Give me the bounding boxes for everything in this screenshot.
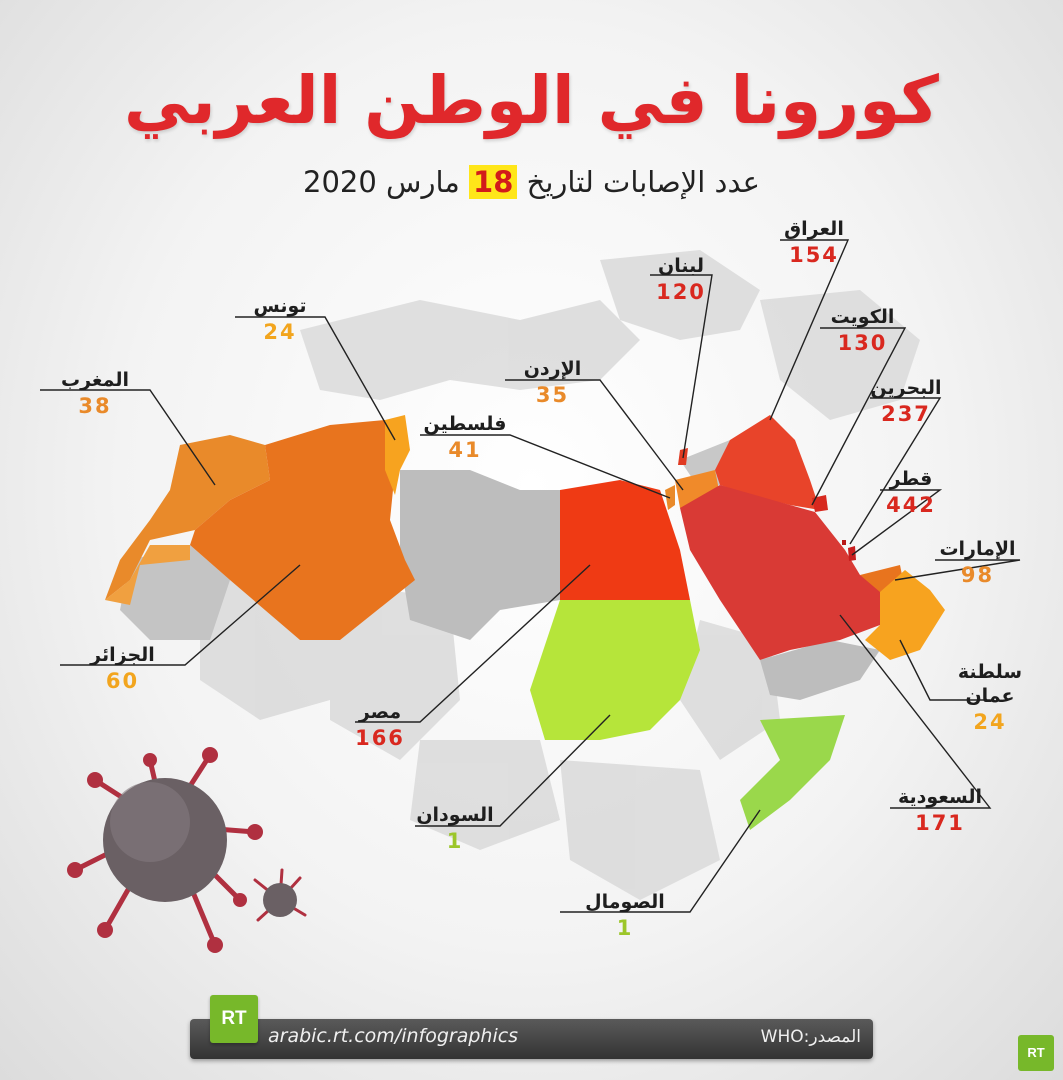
libya-shape: [400, 470, 560, 640]
country-name: السودان: [416, 804, 494, 826]
case-count: 166: [355, 726, 405, 750]
label-saudi: السعودية 171: [890, 785, 990, 837]
case-count: 1: [616, 916, 634, 940]
label-jordan: الإردن 35: [505, 357, 600, 409]
virus-icon: [67, 747, 263, 953]
country-name: الصومال: [585, 891, 665, 913]
case-count: 1: [446, 829, 464, 853]
footer-url[interactable]: arabic.rt.com/infographics: [268, 1025, 519, 1047]
subtitle-prefix: عدد الإصابات لتاريخ: [526, 165, 760, 199]
country-name: السعودية: [897, 786, 983, 808]
somalia-shape: [740, 715, 845, 830]
label-palestine: فلسطين 41: [420, 412, 510, 464]
label-uae: الإمارات 98: [935, 537, 1020, 589]
country-name: مصر: [358, 701, 402, 723]
country-name: الجزائر: [90, 644, 155, 666]
rt-corner-logo-icon: RT: [1018, 1035, 1054, 1071]
case-count: 24: [973, 710, 1007, 734]
saudi-shape: [680, 485, 890, 660]
label-qatar: قطر 442: [880, 467, 942, 519]
case-count: 38: [78, 394, 112, 418]
morocco-shape: [105, 435, 270, 600]
case-count: 98: [960, 563, 995, 587]
rt-logo-icon: RT: [210, 995, 258, 1043]
country-name: تونس: [253, 295, 307, 317]
egypt-shape: [560, 480, 690, 600]
country-name: المغرب: [60, 369, 130, 391]
yemen-shape: [760, 640, 880, 700]
country-name: البحرين: [870, 377, 942, 399]
country-name: سلطنة عمان: [957, 661, 1023, 707]
western-sahara-shape: [105, 545, 190, 605]
footer-bar: arabic.rt.com/infographics المصدر:WHO: [190, 1019, 873, 1059]
label-oman: سلطنة عمان 24: [945, 660, 1035, 736]
subtitle: عدد الإصابات لتاريخ 18 مارس 2020: [0, 165, 1063, 199]
case-count: 130: [837, 331, 888, 355]
country-name: قطر: [889, 468, 933, 490]
footer-source: المصدر:WHO: [760, 1027, 861, 1047]
algeria-shape: [190, 420, 415, 640]
label-bahrain: البحرين 237: [870, 376, 942, 428]
oman-shape: [865, 570, 945, 660]
date-day-highlight: 18: [469, 165, 518, 199]
label-morocco: المغرب 38: [40, 368, 150, 420]
subtitle-suffix: مارس 2020: [303, 165, 460, 199]
virus-small-icon: [253, 868, 307, 922]
country-name: لبنان: [658, 255, 704, 277]
background-land: [200, 250, 920, 900]
label-algeria: الجزائر 60: [60, 643, 185, 695]
case-count: 237: [881, 402, 931, 426]
label-egypt: مصر 166: [345, 700, 415, 752]
case-count: 35: [535, 383, 570, 407]
label-kuwait: الكويت 130: [820, 305, 905, 357]
label-iraq: العراق 154: [780, 217, 848, 269]
case-count: 60: [105, 669, 140, 693]
label-somalia: الصومال 1: [560, 890, 690, 942]
kuwait-shape: [812, 495, 828, 512]
tunisia-shape: [385, 415, 410, 495]
case-count: 442: [886, 493, 936, 517]
country-name: فلسطين: [423, 413, 507, 435]
country-name: الكويت: [830, 306, 895, 328]
country-name: الإردن: [523, 358, 582, 380]
case-count: 24: [263, 320, 297, 344]
country-name: العراق: [784, 218, 844, 240]
bahrain-shape: [842, 540, 846, 545]
label-lebanon: لبنان 120: [650, 254, 712, 306]
case-count: 41: [448, 438, 482, 462]
country-name: الإمارات: [939, 538, 1016, 560]
label-sudan: السودان 1: [410, 803, 500, 855]
page-title: كورونا في الوطن العربي: [124, 62, 939, 139]
qatar-shape: [848, 546, 856, 561]
case-count: 171: [915, 811, 965, 835]
leader-lines: [40, 239, 1021, 913]
label-tunisia: تونس 24: [235, 294, 325, 346]
case-count: 154: [789, 243, 839, 267]
case-count: 120: [656, 280, 706, 304]
iraq-shape: [715, 415, 820, 510]
sudan-shape: [530, 600, 700, 740]
mauritania-shape: [120, 545, 230, 640]
